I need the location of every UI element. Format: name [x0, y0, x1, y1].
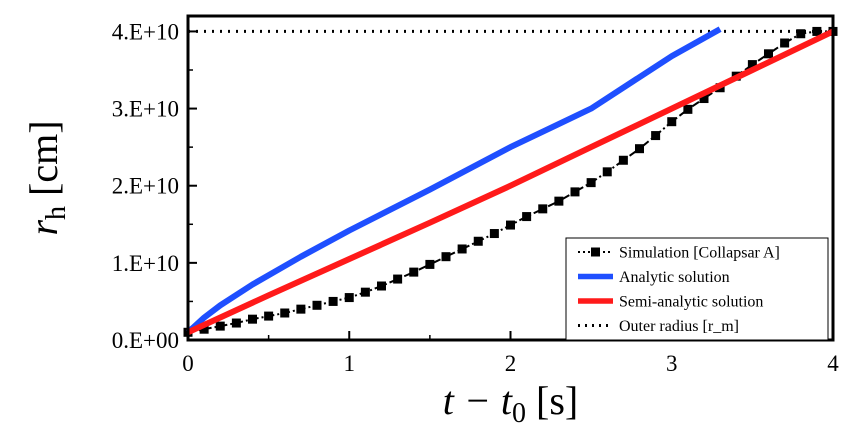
data-point: [554, 196, 564, 206]
legend-marker: [591, 247, 600, 257]
data-point: [602, 167, 612, 177]
data-point: [538, 204, 548, 214]
x-axis-title-unit: [s]: [526, 378, 578, 423]
data-point: [570, 187, 580, 197]
data-point: [699, 94, 709, 104]
data-point: [280, 308, 290, 318]
data-point: [764, 49, 773, 59]
series-line: [186, 28, 835, 336]
data-point: [199, 324, 209, 334]
data-point: [409, 267, 419, 277]
y-tick-label: 3.E+10: [112, 97, 179, 122]
legend-entry: Analytic solution: [578, 269, 730, 286]
y-axis-title-main: r: [21, 220, 66, 236]
data-point: [473, 236, 483, 246]
data-point: [747, 60, 757, 70]
y-axis-title-sub: h: [41, 206, 72, 220]
x-tick-label: 1: [344, 351, 356, 376]
data-point: [812, 26, 822, 36]
series-layer: [183, 26, 838, 337]
legend-label: Outer radius [r_m]: [619, 318, 739, 335]
legend-label: Semi-analytic solution: [619, 294, 763, 311]
x-tick-label: 4: [827, 351, 839, 376]
data-point: [344, 293, 354, 303]
data-point: [506, 220, 515, 230]
data-point: [651, 131, 661, 141]
data-point: [618, 155, 628, 165]
legend-box: [565, 237, 829, 341]
data-point: [586, 178, 596, 188]
y-axis-title: rh [cm]: [21, 120, 72, 235]
data-point: [231, 318, 241, 328]
series-line: [185, 26, 722, 335]
series-semi-analytic-solution: [186, 28, 835, 336]
legend-entry: Semi-analytic solution: [578, 294, 763, 311]
legend: Simulation [Collapsar A] Analytic solutio…: [565, 237, 829, 341]
data-point: [425, 259, 435, 269]
y-tick-label: 4.E+10: [112, 19, 179, 44]
x-tick-label: 0: [182, 351, 194, 376]
data-point: [796, 29, 806, 39]
legend-label: Simulation [Collapsar A]: [619, 245, 780, 262]
data-point: [328, 296, 338, 306]
data-point: [457, 244, 467, 254]
x-axis-title-main: t − t: [443, 378, 513, 423]
legend-entry: Outer radius [r_m]: [578, 318, 739, 335]
data-point: [780, 38, 790, 48]
data-point: [248, 314, 257, 324]
y-axis-title-unit: [cm]: [21, 120, 66, 206]
legend-label: Analytic solution: [619, 269, 730, 286]
data-point: [393, 274, 403, 284]
data-point: [377, 281, 386, 291]
data-point: [296, 304, 306, 314]
data-point: [489, 229, 499, 239]
y-tick-label: 2.E+10: [112, 174, 179, 199]
y-tick-label: 0.E+00: [112, 328, 179, 353]
x-tick-label: 3: [666, 351, 678, 376]
data-point: [215, 321, 225, 331]
series-analytic-solution: [185, 26, 722, 335]
data-point: [635, 144, 644, 154]
data-point: [312, 300, 322, 310]
series-simulation-collapsar-a: [183, 26, 838, 337]
data-point: [264, 311, 274, 321]
y-tick-label: 1.E+10: [112, 251, 179, 276]
x-axis-title-sub: 0: [512, 398, 526, 429]
data-point: [522, 212, 532, 222]
ticks-layer: 0 1 2 3 4 0.E+00 1.E+10 2.E+10 3.E+10 4.E+10: [112, 19, 840, 376]
x-axis-title: t − t0 [s]: [443, 378, 578, 429]
x-tick-label: 2: [505, 351, 517, 376]
data-point: [360, 287, 370, 297]
data-point: [441, 252, 451, 262]
data-point: [683, 104, 693, 114]
data-point: [667, 117, 677, 127]
legend-entry: Simulation [Collapsar A]: [578, 245, 780, 262]
